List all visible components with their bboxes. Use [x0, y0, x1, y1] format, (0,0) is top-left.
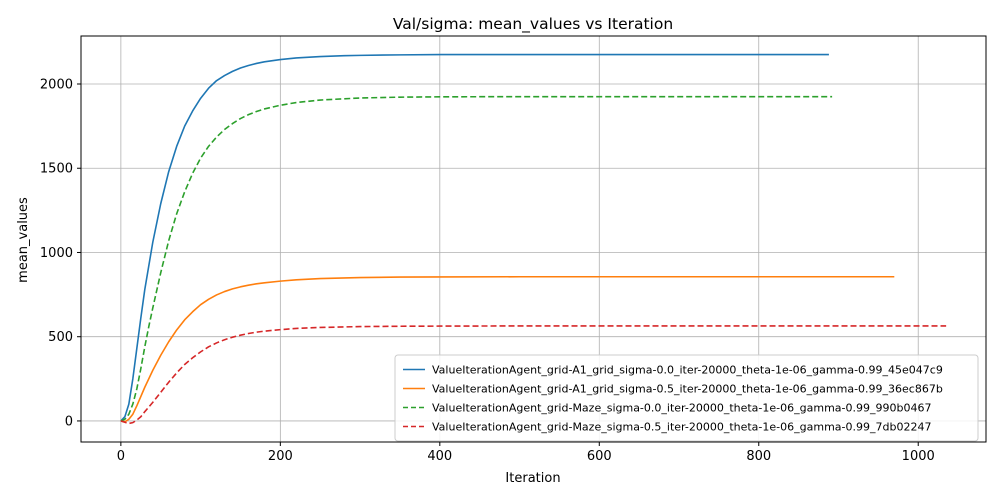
- legend-entry-label: ValueIterationAgent_grid-Maze_sigma-0.5_…: [432, 421, 931, 434]
- y-tick-label: 500: [48, 330, 73, 345]
- x-tick-label: 1000: [902, 449, 935, 464]
- x-tick-label: 600: [587, 449, 612, 464]
- plot-frame: [80, 35, 987, 443]
- legend-box: [394, 354, 979, 442]
- y-tick-label: 1000: [40, 246, 73, 261]
- x-tick-label: 0: [117, 449, 125, 464]
- legend: ValueIterationAgent_grid-A1_grid_sigma-0…: [394, 354, 979, 442]
- chart-title: Val/sigma: mean_values vs Iteration: [393, 15, 673, 34]
- y-tick-label: 2000: [40, 78, 73, 93]
- legend-entry-label: ValueIterationAgent_grid-A1_grid_sigma-0…: [432, 364, 943, 377]
- y-tick-label: 0: [65, 414, 73, 429]
- grid-lines: [81, 36, 986, 442]
- x-axis-label: Iteration: [505, 471, 560, 486]
- axis-ticks: 0 200 400 600 800 1000 0 500 1000 1500 2000: [40, 78, 935, 464]
- series-line-3: [120, 95, 833, 422]
- legend-entry-label: ValueIterationAgent_grid-Maze_sigma-0.0_…: [432, 402, 931, 415]
- series-line-2: [120, 275, 895, 423]
- x-tick-label: 200: [268, 449, 293, 464]
- series-lines: [120, 53, 947, 425]
- y-tick-label: 1500: [40, 162, 73, 177]
- x-tick-label: 800: [746, 449, 771, 464]
- legend-entry-label: ValueIterationAgent_grid-A1_grid_sigma-0…: [432, 383, 943, 396]
- series-line-1: [120, 53, 829, 422]
- y-axis-label: mean_values: [16, 197, 31, 283]
- x-tick-label: 400: [427, 449, 452, 464]
